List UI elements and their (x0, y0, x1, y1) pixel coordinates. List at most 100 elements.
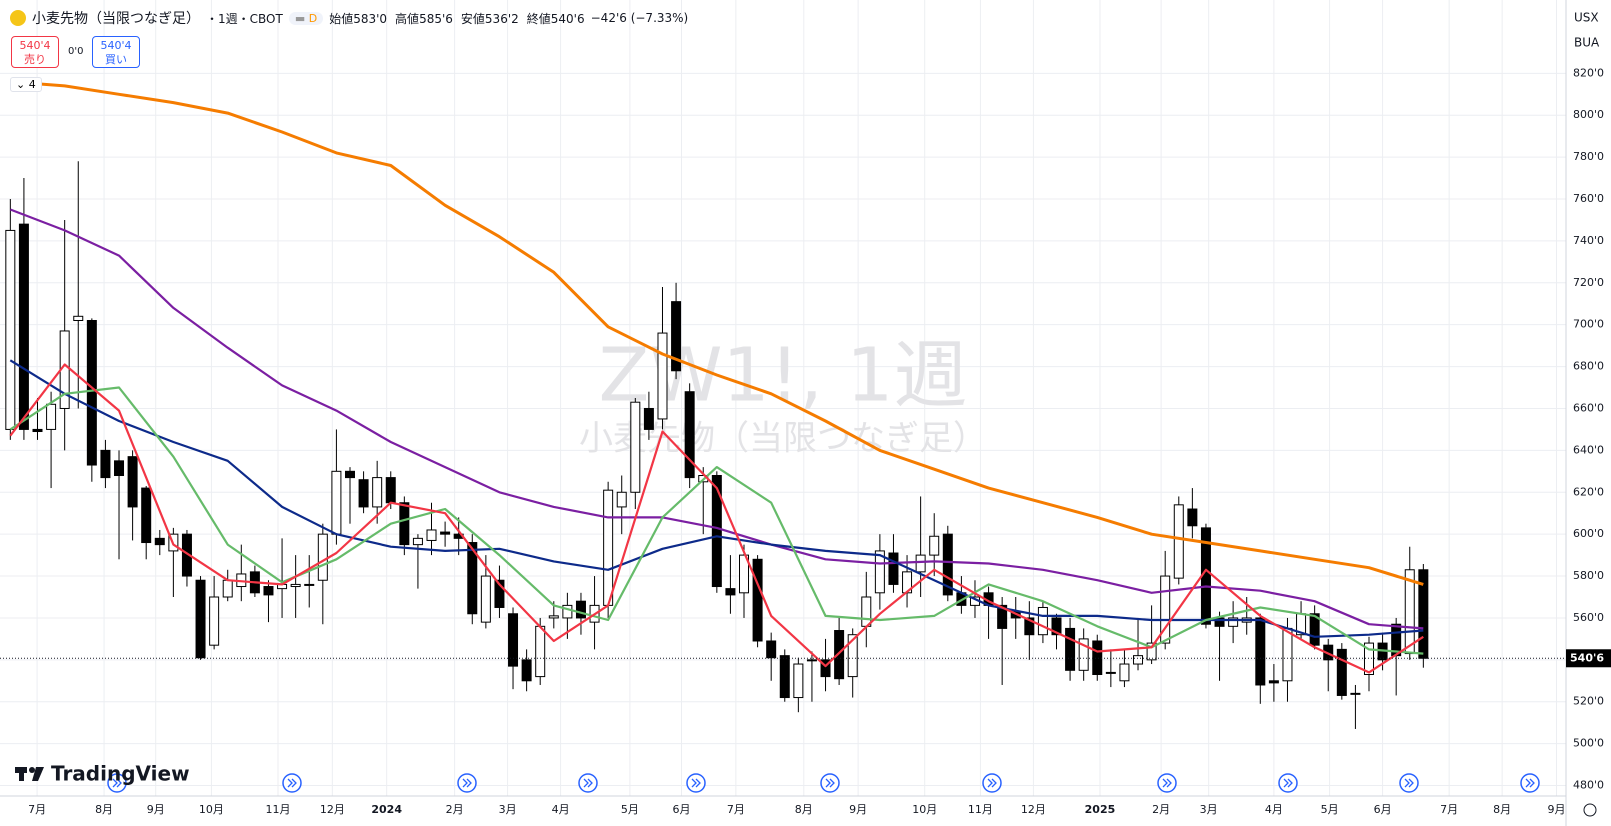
candle-body (616, 491, 627, 508)
candle-body (494, 579, 505, 608)
x-tick-label: 6月 (673, 803, 691, 816)
candle-body (467, 542, 478, 615)
logo-text: TradingView (51, 762, 190, 786)
sell-button[interactable]: 540'4 売り (11, 36, 59, 68)
x-tick-label: 9月 (1547, 803, 1565, 816)
candle-body (643, 407, 654, 430)
ohlc-item: 高値585'6 (395, 10, 453, 27)
candle-body (929, 535, 940, 556)
x-tick-label: 8月 (95, 803, 113, 816)
y-tick-label: 700'0 (1573, 318, 1604, 331)
header: 小麦先物（当限つなぎ足） ・1週・CBOT ▬ D 始値583'0 高値585'6… (10, 8, 688, 28)
x-tick-label: 5月 (1321, 803, 1339, 816)
candle-body (1146, 642, 1157, 661)
unit-label[interactable]: BUA (1574, 36, 1600, 50)
candle-body (942, 533, 953, 596)
y-tick-label: 820'0 (1573, 66, 1604, 79)
y-tick-label: 780'0 (1573, 150, 1604, 163)
settings-icon[interactable] (1583, 803, 1597, 817)
y-tick-label: 760'0 (1573, 192, 1604, 205)
candle-body (1309, 613, 1320, 646)
event-icon[interactable] (578, 773, 598, 793)
event-icon[interactable] (820, 773, 840, 793)
candle-body (32, 428, 43, 433)
event-icon[interactable] (457, 773, 477, 793)
y-tick-label: 560'0 (1573, 611, 1604, 624)
candle-body (508, 613, 519, 667)
candle-body (1078, 638, 1089, 671)
candle-body (141, 487, 152, 544)
candle-body (766, 640, 777, 659)
ohlc-label: 安値 (460, 11, 485, 26)
ohlc-value: 540'6 (550, 11, 585, 26)
ohlc: 始値583'0 高値585'6 安値536'2 終値540'6 (329, 10, 584, 27)
candle-body (1037, 606, 1048, 636)
x-tick-label: 12月 (320, 803, 345, 816)
event-icon[interactable] (1278, 773, 1298, 793)
logo-mark (32, 767, 44, 781)
x-tick-label: 3月 (1200, 803, 1218, 816)
candle-body (209, 596, 220, 646)
moving-average (9, 208, 1424, 630)
candle-body (630, 401, 641, 493)
unit-label[interactable]: USX (1574, 11, 1599, 25)
watermark-title: ZW1!, 1週 (599, 333, 968, 419)
candle-body (548, 615, 559, 619)
last-price-label: 540'6 (1570, 651, 1604, 664)
buy-button[interactable]: 540'4 買い (92, 36, 140, 68)
ohlc-label: 終値 (526, 11, 551, 26)
candle-body (358, 479, 369, 508)
candle-body (1418, 569, 1429, 659)
interval[interactable]: ・1週・CBOT (206, 11, 283, 26)
moving-average (9, 386, 1424, 655)
candle-body (86, 319, 97, 466)
candle-body (603, 489, 614, 606)
badge[interactable]: ▬ D (288, 11, 324, 25)
event-icon[interactable] (282, 773, 302, 793)
event-icon[interactable] (686, 773, 706, 793)
badge-text: D (308, 11, 318, 25)
candle-body (779, 655, 790, 699)
x-tick-label: 4月 (1265, 803, 1283, 816)
candle-body (18, 223, 29, 430)
candle-body (426, 529, 437, 541)
candle-body (752, 558, 763, 642)
event-icon-arrow (583, 778, 593, 788)
buy-price: 540'4 (100, 39, 132, 52)
candle-body (874, 550, 885, 594)
event-icon-arrow (1162, 778, 1172, 788)
event-icon[interactable] (1520, 773, 1540, 793)
ohlc-item: 始値583'0 (329, 10, 387, 27)
y-tick-label: 500'0 (1573, 737, 1604, 750)
last-price-box (1566, 649, 1611, 668)
event-icon[interactable] (1157, 773, 1177, 793)
y-tick-label: 660'0 (1573, 401, 1604, 414)
event-icon-arrow (112, 778, 122, 788)
x-tick-label: 9月 (849, 803, 867, 816)
event-icon[interactable] (1399, 773, 1419, 793)
candle-body (1133, 655, 1144, 665)
event-icon-arrow (287, 778, 297, 788)
candle-body (739, 554, 750, 594)
x-tick-label: 10月 (199, 803, 224, 816)
candle-body (1065, 627, 1076, 671)
candle-body (1228, 617, 1239, 627)
candle-body (671, 301, 682, 372)
y-tick-label: 620'0 (1573, 485, 1604, 498)
candle-body (888, 552, 899, 585)
symbol[interactable]: 小麦先物（当限つなぎ足） (32, 11, 200, 27)
event-icon-arrow (462, 778, 472, 788)
logo[interactable]: TradingView (15, 762, 190, 786)
candle-body (562, 604, 573, 619)
event-icon[interactable] (107, 773, 127, 793)
indicator-toggle[interactable]: ⌄ 4 (10, 77, 42, 92)
x-tick-label: 11月 (265, 803, 290, 816)
y-tick-label: 480'0 (1573, 779, 1604, 792)
candle-body (1363, 642, 1374, 676)
candle-body (806, 659, 817, 662)
y-tick-label: 640'0 (1573, 443, 1604, 456)
y-tick-label: 520'0 (1573, 695, 1604, 708)
event-icon[interactable] (982, 773, 1002, 793)
